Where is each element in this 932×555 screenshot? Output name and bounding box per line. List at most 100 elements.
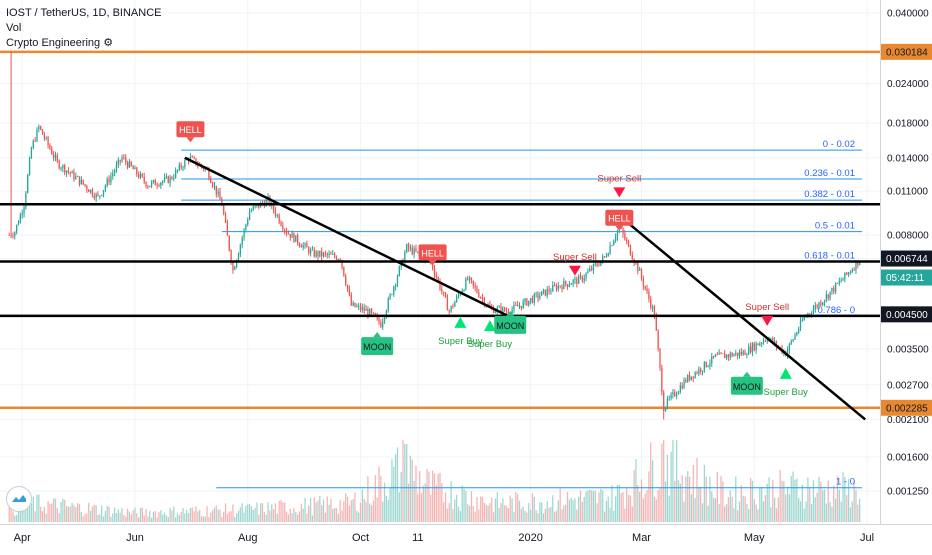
volume-bar: [230, 511, 232, 522]
volume-bar: [489, 503, 491, 522]
volume-bar: [855, 489, 857, 522]
candle-body: [215, 185, 217, 195]
candle-body: [328, 253, 330, 256]
candle-body: [825, 294, 828, 301]
volume-bar: [115, 513, 118, 522]
candle-body: [515, 304, 517, 306]
candle-body: [293, 233, 295, 242]
volume-bar: [707, 505, 709, 522]
volume-bar: [720, 475, 722, 522]
volume-bar: [369, 503, 371, 522]
candle-body: [616, 230, 619, 237]
price-axis-tick-label: 0.003500: [887, 344, 929, 355]
candle-body: [321, 250, 323, 257]
crypto-engineering-indicator-label[interactable]: Crypto Engineering ⚙: [6, 37, 114, 49]
volume-bar: [235, 513, 238, 522]
candle-body: [537, 293, 539, 299]
candle-body: [354, 302, 356, 307]
candle-body: [722, 353, 724, 355]
candle-body: [385, 310, 388, 318]
volume-bar: [274, 503, 277, 522]
candle-body: [855, 261, 857, 271]
candle-body: [208, 168, 210, 179]
volume-bar: [182, 507, 184, 522]
super-sell-text: Super Sell: [597, 173, 641, 184]
price-axis-tag: [881, 250, 932, 267]
volume-bar: [123, 514, 125, 522]
volume-bar: [816, 492, 818, 522]
candle-body: [724, 353, 726, 359]
volume-bar: [844, 477, 846, 522]
volume-bar: [618, 485, 620, 522]
candle-body: [550, 291, 552, 293]
volume-bar: [788, 493, 791, 522]
volume-bar: [681, 475, 683, 522]
candle-body: [481, 297, 484, 299]
candle-body: [10, 235, 12, 236]
volume-bar: [104, 510, 107, 522]
volume-bar: [716, 471, 718, 522]
volume-bar: [326, 496, 328, 522]
price-axis-tick-label: 0.018000: [887, 119, 929, 130]
candle-body: [339, 259, 341, 261]
candle-body: [799, 320, 802, 329]
candle-body: [801, 320, 803, 322]
volume-bar: [694, 498, 696, 522]
candle-body: [350, 294, 352, 306]
volume-bar: [455, 494, 458, 522]
candle-body: [396, 276, 399, 285]
candle-body: [383, 317, 386, 322]
candle-body: [572, 280, 574, 284]
candle-body: [598, 265, 600, 267]
volume-bar: [110, 516, 112, 522]
volume-bar: [322, 499, 325, 522]
tradingview-logo-icon[interactable]: [6, 486, 32, 512]
candle-body: [712, 355, 715, 357]
candle-body: [541, 291, 543, 296]
volume-bar: [511, 498, 513, 522]
candle-body: [180, 164, 182, 168]
volume-bar: [291, 513, 293, 522]
volume-bar: [317, 500, 319, 522]
candle-body: [820, 302, 822, 305]
volume-bar: [761, 487, 763, 522]
candle-body: [123, 157, 125, 159]
volume-bar: [847, 479, 850, 522]
volume-bar: [19, 506, 21, 522]
volume-bar: [254, 507, 256, 522]
candle-body: [258, 204, 260, 208]
candle-body: [295, 235, 297, 242]
volume-bar: [768, 477, 770, 522]
volume-bar: [664, 481, 667, 522]
volume-bar: [54, 498, 57, 522]
candle-body: [171, 177, 173, 179]
candle-body: [232, 262, 234, 270]
volume-bar: [838, 489, 840, 522]
volume-bar: [328, 504, 330, 522]
volume-bar: [219, 509, 221, 522]
volume-bar: [467, 504, 469, 522]
candle-body: [152, 180, 155, 182]
candle-body: [803, 316, 805, 321]
volume-bar: [224, 503, 227, 522]
volume-bar: [41, 511, 44, 522]
volume-bar: [430, 494, 432, 522]
volume-bar: [12, 511, 14, 522]
price-axis-tick-label: 0.001250: [887, 487, 929, 498]
volume-bar: [735, 476, 737, 522]
volume-bar: [306, 513, 308, 522]
candle-body: [729, 353, 731, 358]
candle-body: [546, 289, 548, 296]
volume-bar: [154, 510, 156, 522]
volume-bar: [529, 509, 532, 522]
volume-bar: [287, 514, 290, 522]
volume-bar: [167, 517, 169, 522]
volume-bar: [298, 511, 301, 522]
volume-bar: [43, 506, 46, 522]
candle-body: [851, 269, 853, 273]
candle-body: [592, 264, 595, 271]
volume-bar: [740, 485, 742, 522]
candle-body: [613, 240, 615, 246]
candle-body: [65, 170, 68, 173]
candle-body: [822, 302, 824, 305]
